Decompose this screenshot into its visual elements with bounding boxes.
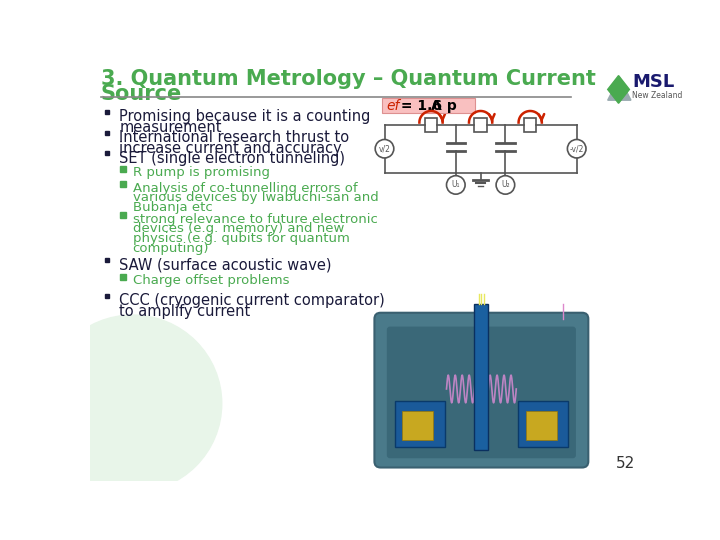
Text: SET (single electron tunneling): SET (single electron tunneling) bbox=[120, 151, 346, 166]
Text: ef: ef bbox=[386, 99, 400, 113]
Text: -v/2: -v/2 bbox=[570, 144, 584, 153]
Text: MSL: MSL bbox=[632, 73, 675, 91]
Text: various devices by Iwabuchi-san and: various devices by Iwabuchi-san and bbox=[132, 192, 379, 205]
Bar bbox=[518, 401, 568, 448]
Text: Bubanja etc: Bubanja etc bbox=[132, 201, 212, 214]
Text: measurement: measurement bbox=[120, 120, 222, 135]
Text: to amplify current: to amplify current bbox=[120, 304, 251, 319]
Circle shape bbox=[43, 315, 222, 492]
Circle shape bbox=[567, 139, 586, 158]
Circle shape bbox=[446, 176, 465, 194]
Text: SAW (surface acoustic wave): SAW (surface acoustic wave) bbox=[120, 257, 332, 272]
Text: Charge offset problems: Charge offset problems bbox=[132, 274, 289, 287]
Text: physics (e.g. qubits for quantum: physics (e.g. qubits for quantum bbox=[132, 232, 349, 245]
Text: U₂: U₂ bbox=[501, 180, 510, 190]
Text: Source: Source bbox=[101, 84, 182, 104]
Bar bbox=[474, 303, 488, 450]
Circle shape bbox=[375, 139, 394, 158]
Text: Analysis of co-tunnelling errors of: Analysis of co-tunnelling errors of bbox=[132, 182, 357, 195]
Bar bbox=[395, 401, 445, 448]
Text: = 1.6 p: = 1.6 p bbox=[396, 99, 457, 113]
FancyBboxPatch shape bbox=[374, 313, 588, 468]
FancyBboxPatch shape bbox=[387, 327, 576, 458]
Circle shape bbox=[496, 176, 515, 194]
Polygon shape bbox=[608, 76, 629, 103]
Text: Promising because it is a counting: Promising because it is a counting bbox=[120, 110, 371, 124]
Text: v/2: v/2 bbox=[379, 144, 390, 153]
Bar bbox=[524, 118, 536, 132]
Text: U₁: U₁ bbox=[451, 180, 460, 190]
FancyBboxPatch shape bbox=[382, 98, 475, 113]
Text: CCC (cryogenic current comparator): CCC (cryogenic current comparator) bbox=[120, 294, 385, 308]
Text: New Zealand: New Zealand bbox=[632, 91, 683, 100]
Text: R pump is promising: R pump is promising bbox=[132, 166, 269, 179]
Bar bbox=[425, 118, 437, 132]
Text: increase current and accuracy: increase current and accuracy bbox=[120, 140, 342, 156]
Text: International research thrust to: International research thrust to bbox=[120, 130, 350, 145]
Bar bbox=[402, 410, 433, 440]
Polygon shape bbox=[608, 77, 631, 100]
Text: devices (e.g. memory) and new: devices (e.g. memory) and new bbox=[132, 222, 344, 235]
Bar bbox=[526, 410, 557, 440]
Text: strong relevance to future electronic: strong relevance to future electronic bbox=[132, 213, 377, 226]
Text: Λ: Λ bbox=[431, 99, 442, 113]
Text: 3. Quantum Metrology – Quantum Current: 3. Quantum Metrology – Quantum Current bbox=[101, 69, 595, 89]
Text: 52: 52 bbox=[616, 456, 636, 471]
Bar bbox=[474, 118, 487, 132]
Text: computing): computing) bbox=[132, 241, 209, 254]
